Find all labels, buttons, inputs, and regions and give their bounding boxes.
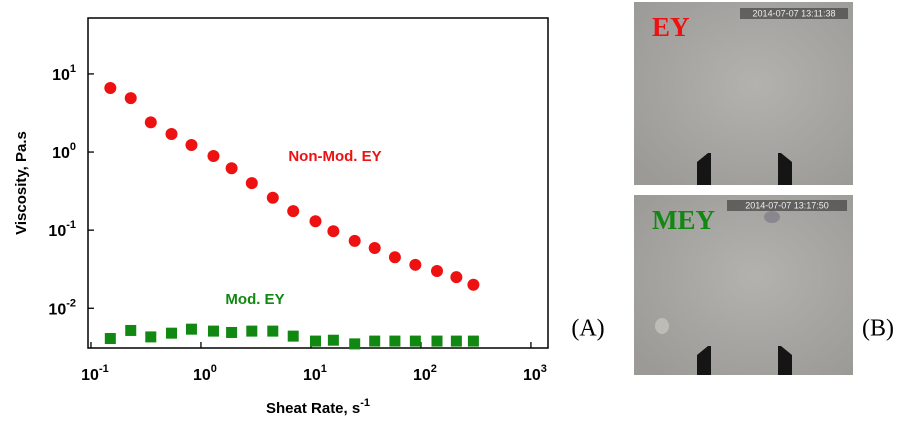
x-label-exponent: -1 [360, 397, 370, 409]
marker [245, 177, 258, 190]
tick-base: 10 [52, 145, 70, 162]
tick-label: 10-1 [48, 219, 76, 240]
marker [309, 215, 322, 228]
marker [185, 323, 197, 335]
marker [348, 234, 361, 247]
tick-exponent: 1 [321, 363, 327, 375]
image-label: EY [652, 12, 690, 42]
image-label: MEY [652, 205, 715, 235]
tick-label: 101 [303, 363, 327, 384]
plot-frame [87, 17, 549, 349]
x-label-text: Sheat Rate, s [266, 400, 360, 417]
tick-exponent: 0 [70, 141, 76, 153]
marker [327, 334, 339, 346]
marker [369, 335, 381, 347]
tick-base: 10 [48, 301, 66, 318]
marker [430, 264, 443, 277]
tick-label: 101 [52, 63, 76, 84]
tick-base: 10 [303, 367, 321, 384]
tick-base: 10 [193, 367, 211, 384]
photo-top [634, 2, 853, 185]
marker [207, 149, 220, 162]
tick-exponent: -2 [66, 297, 76, 309]
marker [388, 251, 401, 264]
marker [409, 258, 422, 271]
marker [467, 278, 480, 291]
marker [104, 333, 116, 345]
tick-label: 100 [193, 363, 217, 384]
series-label: Non-Mod. EY [288, 148, 381, 165]
tick-exponent: 0 [211, 363, 217, 375]
panel-label: (B) [862, 316, 894, 342]
series-label: Mod. EY [225, 291, 284, 308]
tick-exponent: -1 [99, 363, 109, 375]
marker [104, 82, 117, 95]
marker [166, 327, 178, 339]
panel-label: (A) [571, 316, 604, 342]
marker [145, 331, 157, 343]
timestamp: 2014-07-07 13:17:50 [745, 200, 829, 210]
marker [246, 325, 258, 337]
y-axis-label: Viscosity, Pa.s [13, 131, 30, 235]
tick-label: 10-2 [48, 297, 76, 318]
tick-exponent: 3 [541, 363, 547, 375]
marker [287, 205, 300, 218]
timestamp: 2014-07-07 13:11:38 [753, 8, 836, 18]
marker [267, 325, 279, 337]
marker [185, 139, 198, 152]
tick-base: 10 [81, 367, 99, 384]
marker [450, 271, 463, 284]
marker [349, 338, 361, 350]
marker [225, 162, 238, 175]
marker [368, 242, 381, 255]
tick-exponent: 1 [70, 63, 76, 75]
marker [226, 326, 238, 338]
marker [144, 116, 157, 129]
x-axis-label: Sheat Rate, s-1 [266, 397, 370, 417]
marker [266, 191, 279, 204]
marker [450, 335, 462, 347]
marker [287, 330, 299, 342]
marker [165, 128, 178, 141]
tick-base: 10 [52, 67, 70, 84]
tick-exponent: 2 [431, 363, 437, 375]
marker [207, 325, 219, 337]
marker [409, 335, 421, 347]
marker [431, 335, 443, 347]
marker [125, 324, 137, 336]
marker [124, 92, 137, 105]
marker [389, 335, 401, 347]
tick-label: 10-1 [81, 363, 109, 384]
tick-base: 10 [523, 367, 541, 384]
tick-label: 103 [523, 363, 547, 384]
marker [327, 225, 340, 238]
photo-bottom [634, 195, 853, 375]
tick-base: 10 [48, 223, 66, 240]
marker [309, 335, 321, 347]
tick-label: 100 [52, 141, 76, 162]
marker [467, 335, 479, 347]
tick-label: 102 [413, 363, 437, 384]
tick-base: 10 [413, 367, 431, 384]
tick-exponent: -1 [66, 219, 76, 231]
